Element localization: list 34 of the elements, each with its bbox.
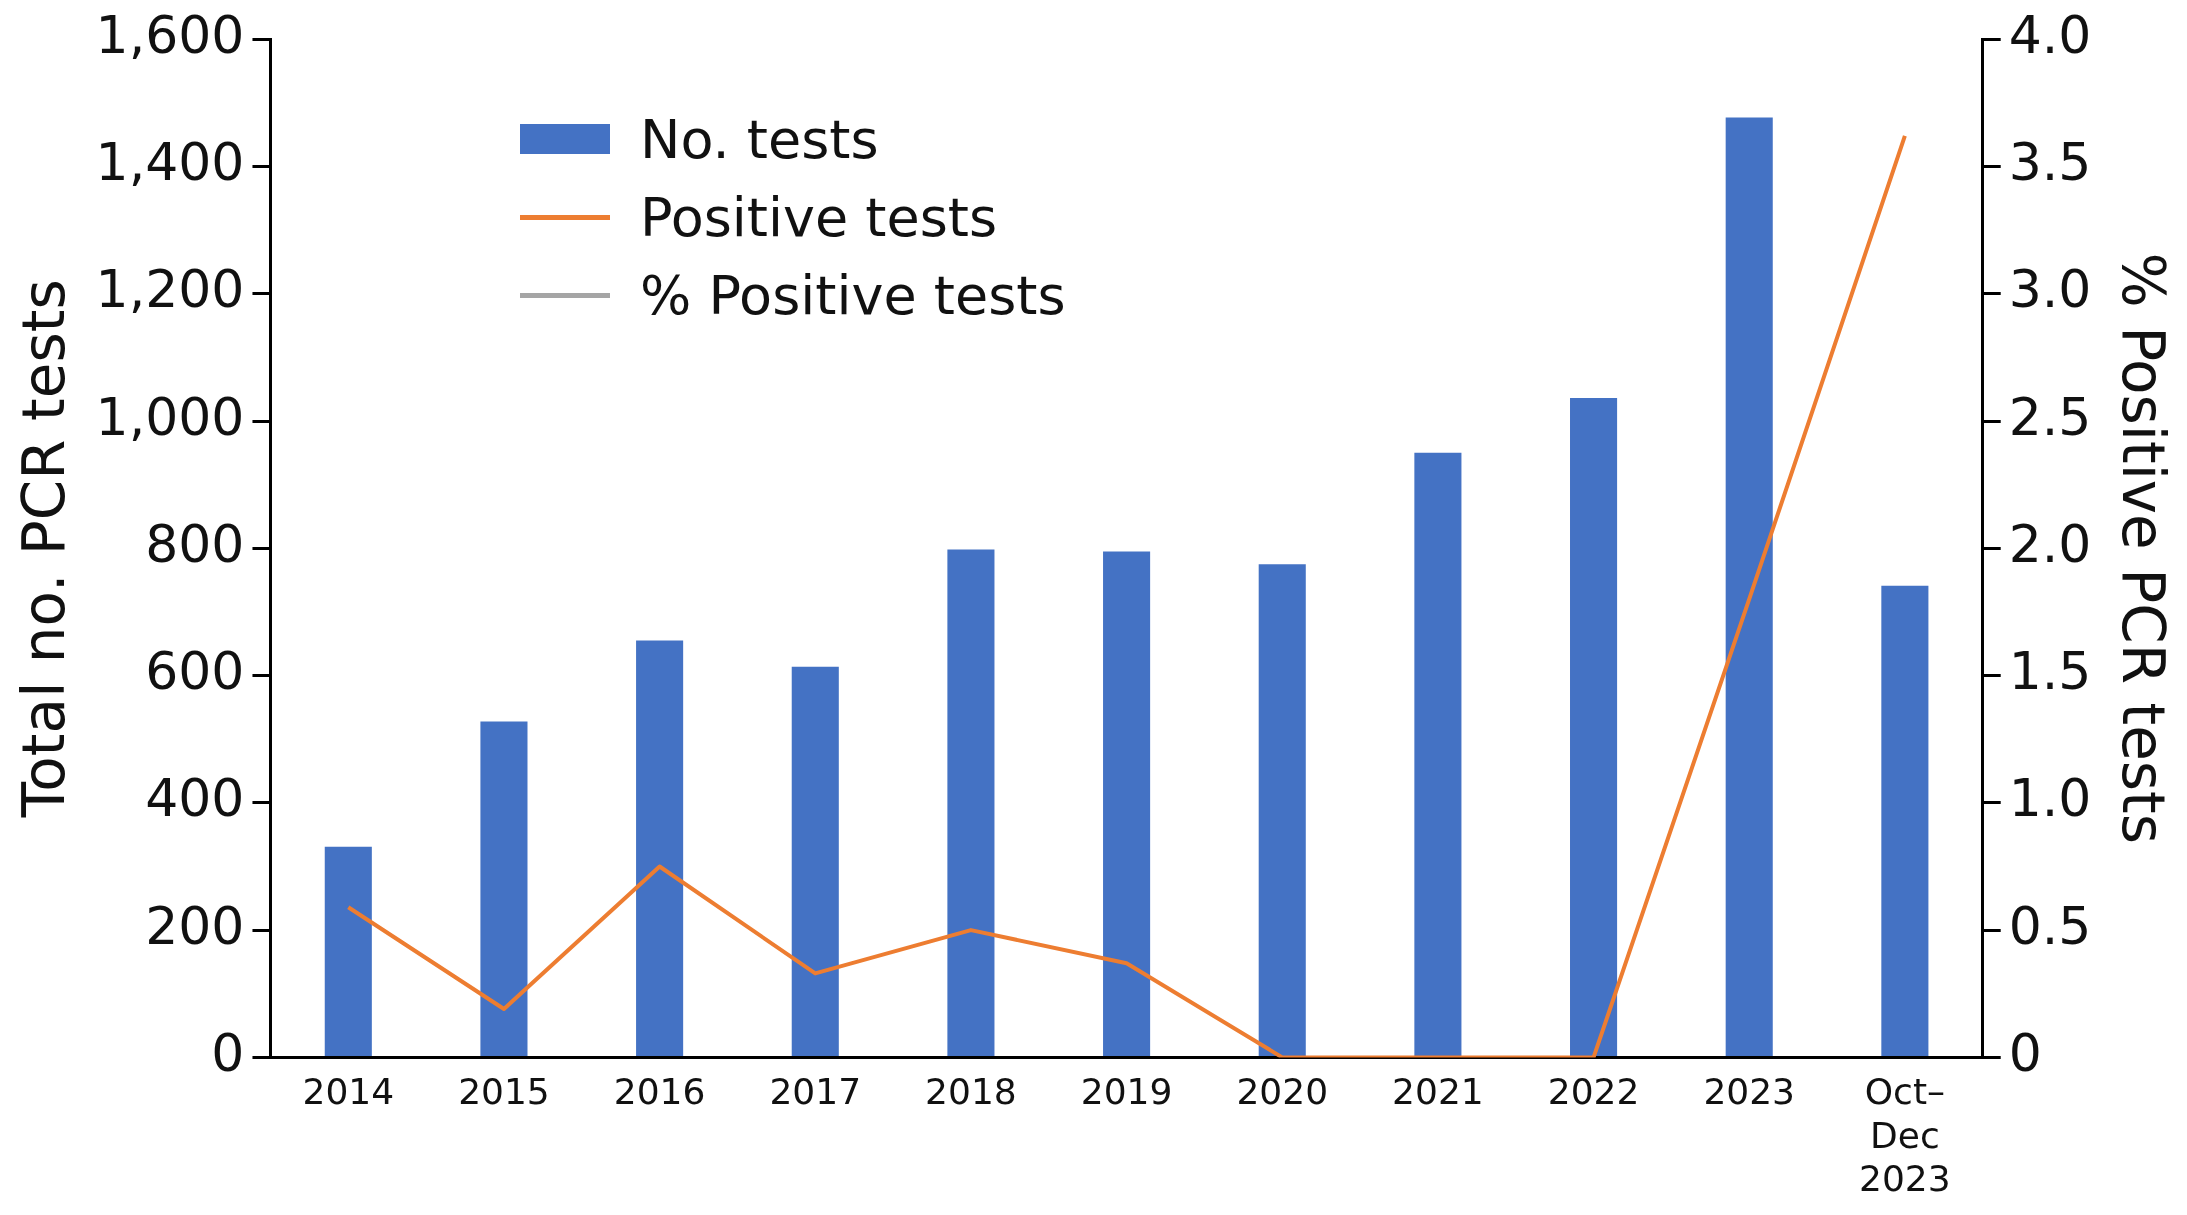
legend-label: Positive tests	[640, 185, 998, 249]
x-tick-label: Oct–Dec 2023	[1859, 1071, 1951, 1199]
x-tick-label: 2014	[302, 1071, 395, 1113]
y2-tick-label: 3.5	[2008, 131, 2092, 192]
y2-tick-label: 1.0	[2008, 768, 2092, 829]
y2-tick-label: 0	[2008, 1022, 2042, 1083]
y2-tick-label: 3.0	[2008, 259, 2092, 320]
x-tick-label: 2023	[1703, 1071, 1796, 1113]
legend-label: No. tests	[640, 107, 879, 171]
y2-tick-label: 4.0	[2008, 4, 2092, 65]
y2-tick-label: 1.5	[2008, 641, 2092, 702]
x-tick-label: 2015	[458, 1071, 550, 1113]
y2-tick-label: 2.5	[2008, 386, 2092, 447]
y2-tick-label: 2.0	[2008, 513, 2092, 574]
y-tick-label: 800	[145, 513, 245, 574]
y-tick-label: 1,000	[95, 386, 245, 447]
x-tick-label: 2019	[1080, 1071, 1173, 1113]
y-tick-label: 1,200	[95, 259, 245, 320]
x-tick-label: 2022	[1547, 1071, 1640, 1113]
y-tick-label: 0	[211, 1022, 245, 1083]
legend-label: % Positive tests	[640, 263, 1066, 327]
y-tick-label: 1,600	[95, 4, 245, 65]
x-tick-label: 2018	[925, 1071, 1017, 1113]
x-tick-label: 2016	[613, 1071, 706, 1113]
y-axis-title: Total no. PCR tests	[9, 279, 78, 819]
y-tick-label: 200	[145, 895, 245, 956]
y-tick-label: 600	[145, 641, 245, 702]
y-tick-label: 1,400	[95, 131, 245, 192]
y2-tick-label: 0.5	[2008, 895, 2092, 956]
x-tick-label: 2017	[769, 1071, 862, 1113]
x-tick-label: 2020	[1236, 1071, 1329, 1113]
y2-axis-title: % Positive PCR tests	[2109, 252, 2178, 844]
x-tick-label: 2021	[1392, 1071, 1484, 1113]
y-tick-label: 400	[145, 768, 245, 829]
